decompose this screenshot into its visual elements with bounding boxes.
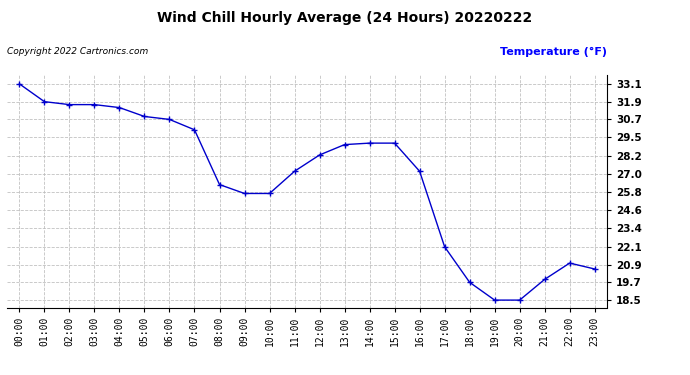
Text: Temperature (°F): Temperature (°F) xyxy=(500,47,607,57)
Text: Wind Chill Hourly Average (24 Hours) 20220222: Wind Chill Hourly Average (24 Hours) 202… xyxy=(157,11,533,25)
Text: Copyright 2022 Cartronics.com: Copyright 2022 Cartronics.com xyxy=(7,47,148,56)
